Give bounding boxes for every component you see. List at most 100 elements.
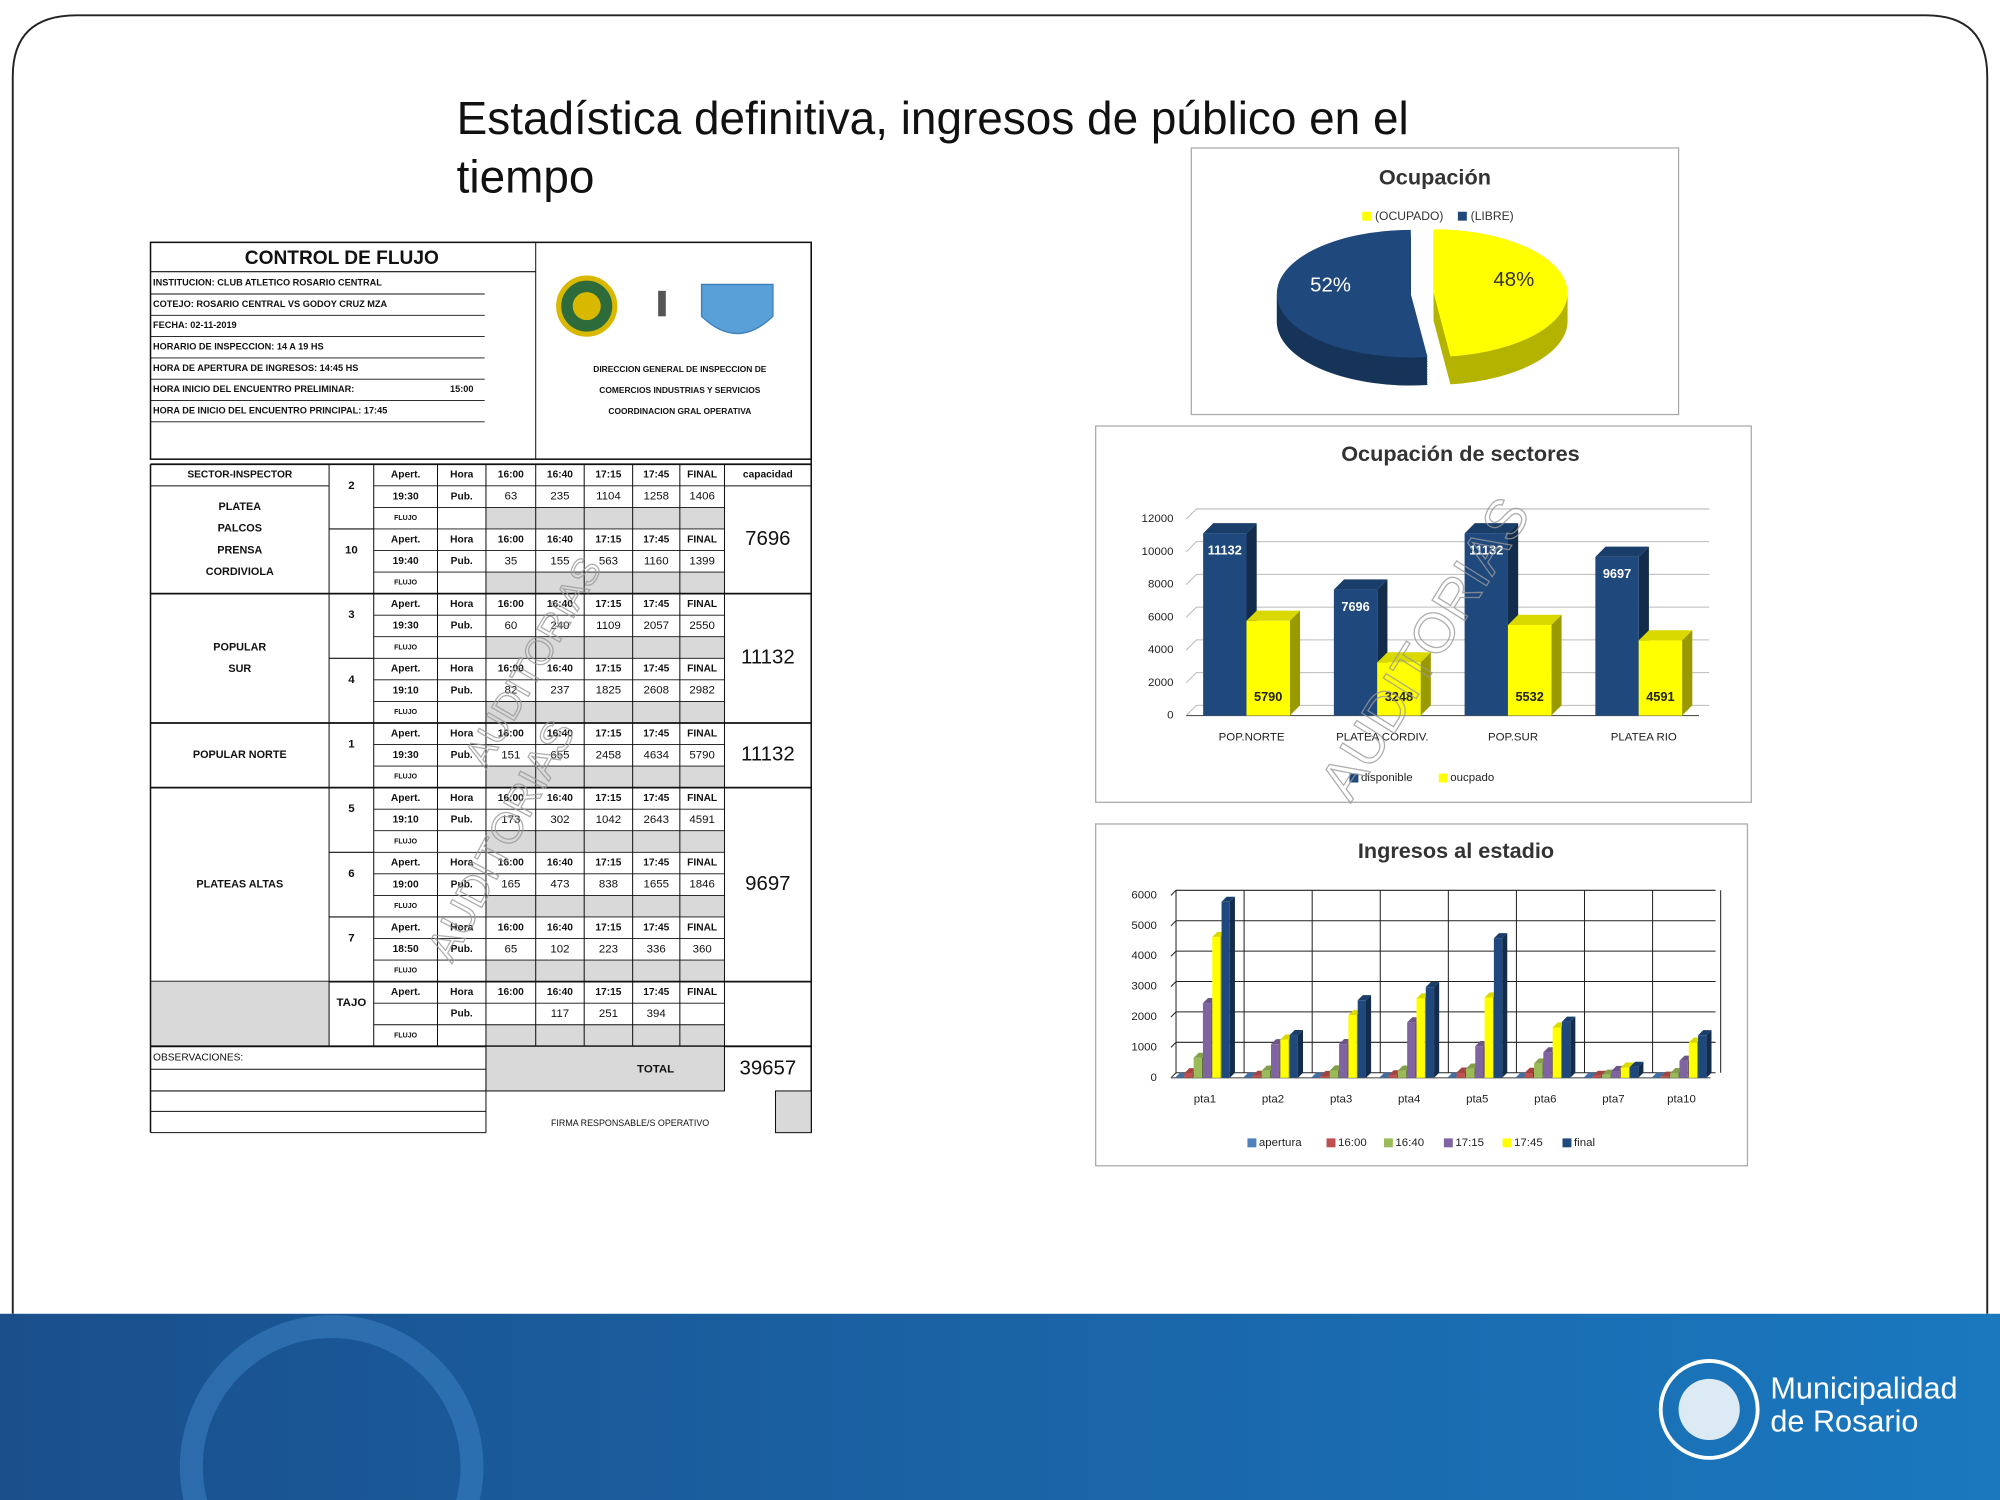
gate-header: 16:00 (498, 987, 524, 998)
legend-swatch (1247, 1138, 1257, 1148)
bar (1397, 1070, 1407, 1078)
bar (1638, 640, 1683, 716)
y-tick-label: 6000 (1148, 611, 1174, 623)
gray-cell (485, 830, 725, 853)
cell-value: 251 (599, 1008, 618, 1020)
bar (1561, 1021, 1571, 1078)
gate-header: 16:40 (547, 470, 573, 481)
gate-header: 16:40 (547, 599, 573, 610)
cell-value: 1109 (596, 620, 621, 632)
gate-header: 16:40 (547, 664, 573, 675)
gate-header: 16:40 (547, 728, 573, 739)
bar (1507, 625, 1552, 716)
cell-value: 1104 (596, 491, 621, 503)
bar-top (1464, 523, 1519, 534)
bar-top (1289, 1029, 1304, 1036)
gate-header: 16:00 (498, 922, 524, 933)
bar-side (1551, 614, 1562, 716)
bar-top (1425, 982, 1440, 988)
info-line: HORA DE APERTURA DE INGRESOS: 14:45 HS (153, 363, 358, 373)
org-line: COMERCIOS INDUSTRIAS Y SERVICIOS (599, 385, 761, 395)
gate-time: 19:10 (393, 685, 419, 696)
y-tick-label: 4000 (1131, 950, 1157, 962)
bar (1630, 1066, 1639, 1078)
club-shield (700, 283, 774, 335)
bar-top (1630, 1061, 1644, 1067)
table-title: CONTROL DE FLUJO (245, 248, 439, 269)
grid-line (1185, 508, 1710, 520)
cell-value: 65 (504, 943, 517, 955)
pub-label: Pub. (451, 815, 473, 826)
sector-name: SUR (228, 663, 251, 675)
data-label: 5790 (1254, 689, 1282, 704)
sector-name: PRENSA (217, 544, 262, 556)
sector-name: POPULAR NORTE (193, 749, 287, 761)
bar (1670, 1073, 1679, 1078)
brand-text: de Rosario (1770, 1405, 1918, 1439)
gate-header: FINAL (687, 534, 717, 545)
gate-header: 16:00 (498, 534, 524, 545)
legend-label: disponible (1361, 772, 1413, 784)
pub-label: Pub. (451, 1009, 473, 1020)
footer-band (0, 1313, 2000, 1500)
legend-swatch (1349, 773, 1359, 783)
gate-header: 17:15 (595, 599, 621, 610)
bar-top (1246, 610, 1301, 621)
cell-value: 151 (501, 749, 520, 761)
data-label: 52% (1310, 274, 1351, 296)
gray-cell (485, 701, 725, 723)
bar-top (1561, 1016, 1576, 1022)
bar-side (1502, 933, 1508, 1078)
y-tick-label: 0 (1167, 710, 1173, 722)
gate-time: 19:10 (393, 815, 419, 826)
x-tick-label: pta4 (1398, 1094, 1421, 1106)
cell-value: 336 (647, 943, 666, 955)
gate-header: 17:15 (595, 664, 621, 675)
cell-value: 2550 (689, 620, 715, 632)
legend-swatch (1383, 1138, 1393, 1148)
legend-label: 17:45 (1514, 1137, 1543, 1149)
municipal-logo (1658, 1359, 1760, 1460)
bar-side (1289, 610, 1301, 716)
cell-value: 240 (550, 620, 569, 632)
grid-line (1185, 541, 1710, 553)
x-tick-label: PLATEA CORDIV. (1336, 731, 1428, 743)
gate-header: Hora (450, 728, 474, 739)
bar-top (1638, 630, 1693, 641)
cell-value: 1042 (596, 814, 622, 826)
gate-time: 19:30 (393, 621, 419, 632)
y-tick-label: 5000 (1131, 920, 1157, 932)
bar (1465, 1068, 1475, 1078)
bar-side (1706, 1030, 1712, 1078)
bar-top (1493, 933, 1508, 939)
bar (1202, 1003, 1212, 1078)
y-tick-label: 4000 (1148, 644, 1174, 656)
flujo-label: FLUJO (394, 580, 418, 587)
flujo-label: FLUJO (394, 903, 418, 910)
capacity: 9697 (745, 873, 790, 895)
x-tick-label: POP.SUR (1488, 731, 1538, 743)
gate-label: 10 (345, 545, 358, 557)
sector-name: PALCOS (218, 523, 262, 535)
bar (1212, 936, 1221, 1078)
bar (1552, 1027, 1561, 1078)
legend-swatch (1502, 1138, 1512, 1148)
gate-label: 3 (348, 609, 354, 621)
capacity: 11132 (741, 744, 795, 766)
pub-label: Pub. (451, 685, 473, 696)
bar-side (1420, 652, 1431, 716)
cell-value: 60 (504, 620, 517, 632)
bar (1203, 533, 1247, 716)
cell-value: 1399 (689, 555, 715, 567)
gate-time: 19:30 (393, 750, 419, 761)
y-tick-label: 0 (1150, 1072, 1156, 1084)
bar-top (1592, 1070, 1607, 1076)
municipal-logo-inner (1678, 1378, 1740, 1441)
flujo-label: FLUJO (394, 1032, 418, 1039)
legend-label: final (1574, 1137, 1595, 1149)
gate-time: 19:00 (393, 879, 419, 890)
info-line: HORA DE INICIO DEL ENCUENTRO PRINCIPAL: … (153, 405, 387, 415)
bar (1252, 1075, 1261, 1078)
